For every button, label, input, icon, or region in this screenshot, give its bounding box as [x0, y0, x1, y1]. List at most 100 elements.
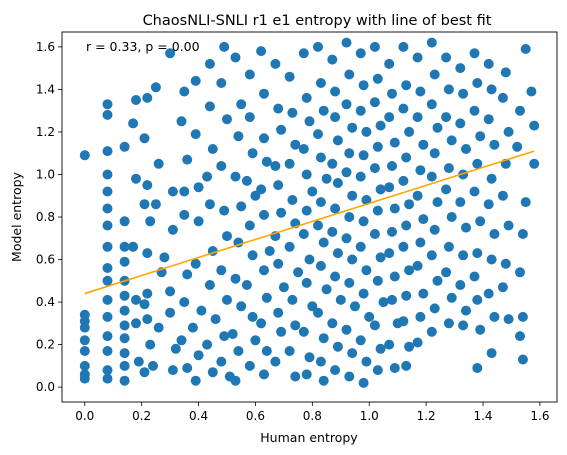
data-point	[256, 46, 267, 57]
data-point	[190, 75, 201, 86]
x-tick-label: 0.6	[246, 409, 265, 423]
data-point	[222, 294, 232, 305]
data-point	[461, 222, 471, 233]
data-point	[119, 241, 130, 252]
data-point	[361, 265, 372, 276]
data-point	[301, 92, 312, 103]
data-point	[145, 339, 156, 350]
data-point	[469, 48, 480, 59]
data-point	[358, 80, 369, 91]
y-tick-label: 0.2	[36, 338, 55, 352]
data-point	[287, 294, 298, 305]
data-point	[233, 131, 244, 142]
data-point	[148, 360, 158, 371]
data-point	[142, 288, 153, 299]
data-point	[375, 184, 386, 195]
data-point	[102, 331, 113, 342]
data-point	[341, 233, 352, 244]
data-point	[358, 150, 369, 161]
data-point	[472, 363, 483, 373]
y-tick-label: 1.6	[36, 40, 55, 54]
data-point	[330, 86, 341, 97]
data-point	[79, 322, 90, 333]
data-point	[244, 112, 255, 123]
data-point	[236, 99, 247, 110]
data-point	[273, 258, 284, 269]
data-point	[361, 356, 372, 367]
data-point	[301, 169, 312, 180]
data-point	[529, 120, 540, 131]
data-point	[369, 320, 380, 331]
data-point	[378, 297, 389, 308]
data-point	[193, 350, 204, 361]
data-point	[398, 103, 409, 114]
data-point	[102, 241, 113, 252]
data-point	[529, 158, 540, 169]
data-point	[458, 88, 469, 99]
data-point	[159, 252, 170, 263]
data-point	[330, 271, 341, 282]
data-point	[119, 216, 130, 227]
data-point	[307, 186, 318, 197]
data-point	[131, 95, 141, 105]
data-point	[517, 354, 528, 365]
data-point	[412, 260, 423, 271]
data-point	[475, 216, 486, 227]
data-point	[207, 144, 218, 154]
data-point	[102, 186, 113, 197]
data-point	[298, 229, 309, 239]
data-point	[344, 69, 355, 80]
data-point	[247, 148, 258, 159]
data-point	[330, 365, 341, 376]
data-point	[375, 120, 386, 131]
data-point	[216, 78, 227, 88]
data-point	[332, 178, 343, 188]
data-point	[150, 82, 161, 93]
data-point	[503, 220, 514, 231]
data-point	[432, 122, 443, 133]
data-point	[500, 67, 511, 78]
data-point	[230, 52, 241, 63]
data-point	[196, 305, 207, 316]
data-point	[469, 271, 480, 282]
data-point	[142, 180, 153, 191]
data-point	[469, 186, 480, 197]
data-point	[153, 158, 164, 169]
data-point	[384, 58, 395, 69]
data-point	[327, 158, 338, 169]
data-point	[315, 78, 326, 88]
data-point	[244, 360, 255, 371]
data-point	[503, 314, 514, 325]
data-point	[233, 346, 244, 356]
data-point	[387, 161, 397, 171]
data-point	[179, 209, 190, 220]
data-point	[179, 186, 190, 197]
data-point	[347, 254, 358, 265]
data-point	[401, 80, 412, 91]
data-point	[483, 199, 494, 210]
data-point	[236, 201, 247, 212]
x-tick-label: 1.2	[417, 409, 436, 423]
y-tick-label: 0.0	[36, 380, 55, 394]
data-point	[318, 105, 329, 116]
data-point	[176, 335, 187, 346]
x-tick-label: 1.4	[473, 409, 492, 423]
points-layer	[79, 37, 540, 388]
data-point	[179, 297, 190, 308]
data-point	[293, 267, 304, 278]
data-point	[469, 105, 480, 116]
data-point	[486, 254, 497, 265]
data-point	[259, 88, 269, 99]
data-point	[284, 346, 295, 356]
data-point	[261, 292, 272, 303]
data-point	[461, 144, 471, 154]
data-point	[131, 318, 141, 329]
data-point	[128, 241, 139, 252]
data-point	[119, 256, 130, 267]
data-point	[102, 263, 113, 273]
data-point	[182, 363, 193, 373]
data-point	[483, 58, 494, 69]
data-point	[119, 141, 130, 152]
